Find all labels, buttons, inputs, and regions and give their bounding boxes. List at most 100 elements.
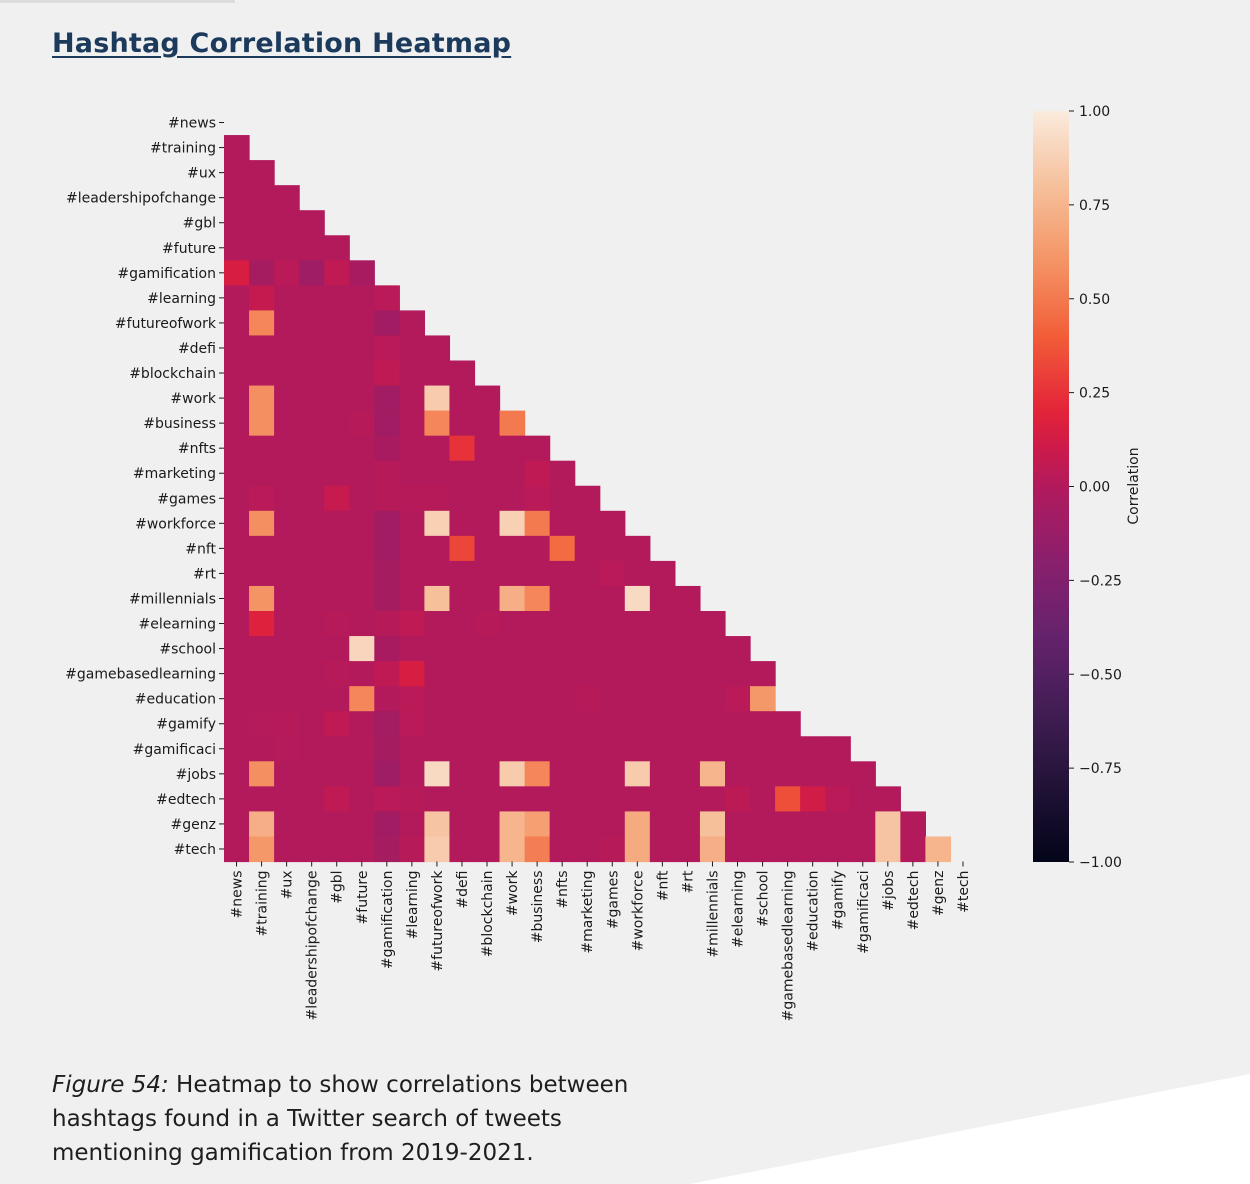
- heatmap-cell: [574, 811, 601, 838]
- heatmap-cell: [825, 811, 851, 838]
- heatmap-cell: [750, 736, 776, 762]
- heatmap-cell: [349, 585, 375, 612]
- heatmap-cell: [224, 836, 250, 863]
- heatmap-cell: [624, 711, 651, 737]
- heatmap-cell: [649, 736, 676, 762]
- y-tick-label: #gbl: [183, 216, 216, 232]
- heatmap-cell: [399, 460, 425, 487]
- heatmap-cell: [274, 260, 300, 286]
- x-tick-label: #gbl: [330, 871, 346, 904]
- heatmap-cell: [524, 510, 551, 537]
- heatmap-cell: [349, 736, 375, 762]
- heatmap-cell: [299, 235, 325, 261]
- heatmap-cell: [424, 686, 451, 712]
- x-tick-label: #blockchain: [480, 871, 496, 958]
- x-tick-label: #learning: [405, 871, 421, 940]
- heatmap-cell: [699, 811, 726, 838]
- heatmap-cell: [524, 836, 551, 863]
- heatmap-cell: [499, 410, 526, 437]
- heatmap-cell: [224, 811, 250, 838]
- heatmap-cell: [599, 560, 626, 587]
- colorbar-ticks: 1.00 0.75 0.50 0.25 0.00 −0.25 −0.50 −0.75 −1.00: [1069, 104, 1122, 871]
- heatmap-cell: [249, 210, 275, 236]
- heatmap-cell: [224, 736, 250, 762]
- heatmap-cell: [399, 686, 425, 712]
- heatmap-cell: [524, 611, 551, 637]
- y-tick-label: #jobs: [176, 767, 216, 783]
- x-tick-label: #genz: [931, 871, 947, 916]
- heatmap-cell: [249, 160, 275, 186]
- heatmap-cell: [599, 811, 626, 838]
- heatmap-cell: [599, 786, 626, 812]
- x-tick-label: #gamificaci: [856, 871, 872, 954]
- heatmap-cell: [775, 811, 801, 838]
- heatmap-cell: [424, 535, 451, 562]
- heatmap-cell: [224, 310, 250, 337]
- heatmap-chart: #news #training #ux #leadershipofchange #gbl…: [65, 104, 1142, 1021]
- heatmap-cell: [474, 811, 501, 838]
- heatmap-cell: [474, 535, 501, 562]
- heatmap-cell: [725, 636, 751, 662]
- heatmap-cell: [750, 711, 776, 737]
- heatmap-cell: [274, 210, 300, 236]
- heatmap-cell: [649, 611, 676, 637]
- heatmap-cell: [449, 585, 476, 612]
- heatmap-cell: [725, 711, 751, 737]
- heatmap-cell: [775, 836, 801, 863]
- heatmap-cell: [599, 585, 626, 612]
- heatmap-cell: [474, 485, 501, 512]
- heatmap-cell: [224, 385, 250, 412]
- heatmap-cell: [374, 460, 400, 487]
- heatmap-cell: [599, 535, 626, 562]
- heatmap-cell: [624, 535, 651, 562]
- heatmap-cell: [850, 786, 876, 812]
- x-tick-label: #defi: [455, 871, 471, 909]
- y-tick-label: #blockchain: [129, 366, 216, 382]
- heatmap-cell: [549, 560, 576, 587]
- heatmap-cell: [499, 636, 526, 662]
- heatmap-cell: [499, 786, 526, 812]
- heatmap-cell: [374, 535, 400, 562]
- heatmap-cell: [324, 285, 350, 311]
- heatmap-cell: [249, 310, 275, 337]
- heatmap-cell: [349, 560, 375, 587]
- colorbar-gradient-bar: [1033, 111, 1069, 862]
- heatmap-cell: [449, 736, 476, 762]
- y-tick-label: #edtech: [156, 792, 216, 808]
- heatmap-cell: [449, 510, 476, 537]
- heatmap-cell: [249, 235, 275, 261]
- heatmap-cell: [649, 636, 676, 662]
- heatmap-cell: [274, 510, 300, 537]
- heatmap-cell: [900, 811, 926, 838]
- heatmap-cell: [549, 786, 576, 812]
- heatmap-cell: [324, 360, 350, 387]
- heatmap-cell: [674, 786, 701, 812]
- heatmap-cell: [424, 736, 451, 762]
- x-tick-label: #tech: [956, 871, 972, 913]
- heatmap-cell: [750, 836, 776, 863]
- heatmap-cell: [800, 786, 826, 812]
- heatmap-cell: [299, 611, 325, 637]
- heatmap-cell: [499, 435, 526, 462]
- heatmap-cell: [349, 611, 375, 637]
- heatmap-cell: [574, 786, 601, 812]
- heatmap-cell: [775, 736, 801, 762]
- x-axis-tick-labels: #news #training #ux #leadershipofchange #gbl…: [230, 861, 972, 1021]
- y-tick-label: #gamebasedlearning: [65, 667, 216, 683]
- heatmap-cell: [449, 435, 476, 462]
- heatmap-cell: [324, 811, 350, 838]
- heatmap-cell: [424, 485, 451, 512]
- heatmap-cell: [674, 661, 701, 687]
- heatmap-cell: [424, 761, 451, 787]
- heatmap-cell: [299, 585, 325, 612]
- heatmap-cell: [725, 786, 751, 812]
- top-divider-line: [0, 0, 235, 3]
- heatmap-cell: [374, 560, 400, 587]
- heatmap-cell: [249, 385, 275, 412]
- heatmap-cell: [424, 711, 451, 737]
- heatmap-cell: [649, 686, 676, 712]
- heatmap-cell: [499, 485, 526, 512]
- heatmap-cell: [349, 310, 375, 337]
- heatmap-cell: [850, 761, 876, 787]
- y-tick-label: #rt: [193, 566, 216, 582]
